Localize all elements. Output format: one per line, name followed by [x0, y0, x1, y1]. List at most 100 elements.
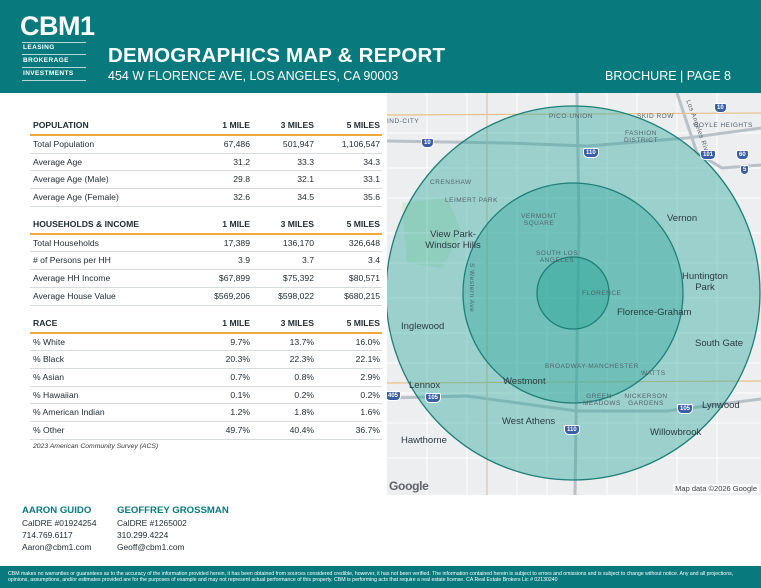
street-grid: [387, 93, 761, 495]
map-label: Florence-Graham: [617, 307, 692, 318]
map-label: Lynwood: [702, 400, 740, 411]
table-row: Average Age (Female) 32.6 34.5 35.6: [30, 189, 382, 207]
logo-divider: [22, 42, 86, 43]
page-label: BROCHURE | PAGE 8: [605, 69, 731, 83]
value-5-miles: 36.7%: [355, 424, 380, 435]
map-label: LEIMERT PARK: [445, 197, 498, 204]
table-row: Total Population 67,486 501,947 1,106,547: [30, 136, 382, 154]
map-label: PICO-UNION: [549, 113, 593, 120]
value-1-mile: $67,899: [218, 273, 250, 284]
map-label: View Park-Windsor Hills: [425, 229, 481, 251]
column-header-5-miles: 5 MILES: [346, 317, 380, 328]
value-1-mile: 29.8: [233, 174, 250, 185]
value-5-miles: 326,648: [348, 237, 380, 248]
contact-name: AARON GUIDO: [22, 505, 92, 516]
value-3-miles: 501,947: [282, 139, 314, 149]
value-5-miles: 33.1: [363, 174, 380, 185]
highway-shield: 110: [583, 148, 599, 158]
table-row: % Asian 0.7% 0.8% 2.9%: [30, 369, 382, 387]
value-1-mile: 9.7%: [230, 336, 250, 347]
map-label: West Athens: [502, 416, 556, 427]
table-row: Average Age (Male) 29.8 32.1 33.1: [30, 171, 382, 190]
value-3-miles: 0.2%: [294, 389, 314, 400]
footer-bar: CBM makes no warranties or guarantees as…: [0, 566, 761, 588]
table-heading: POPULATION: [33, 120, 89, 130]
contact-name: GEOFFREY GROSSMAN: [117, 505, 229, 516]
map-label: SKID ROW: [637, 113, 674, 120]
value-1-mile: 0.1%: [230, 389, 250, 400]
map-label: Westmont: [503, 376, 546, 387]
row-label: Total Households: [33, 237, 99, 248]
row-label: % Asian: [33, 371, 65, 382]
table-row: Total Households 17,389 136,170 326,648: [30, 235, 382, 253]
value-1-mile: 32.6: [233, 192, 250, 203]
row-label: Average Age (Female): [33, 192, 119, 203]
row-label: % Other: [33, 424, 65, 435]
contact-email[interactable]: Aaron@cbm1.com: [22, 542, 92, 553]
map-label: CRENSHAW: [430, 179, 472, 186]
value-5-miles: 22.1%: [355, 354, 380, 365]
households-income-table: HOUSEHOLDS & INCOME 1 MILE 3 MILES 5 MIL…: [30, 215, 382, 306]
column-header-3-miles: 3 MILES: [280, 120, 314, 130]
value-1-mile: 1.2%: [230, 407, 250, 418]
value-1-mile: 31.2: [233, 156, 250, 167]
value-3-miles: 22.3%: [289, 354, 314, 365]
page-title: DEMOGRAPHICS MAP & REPORT: [108, 44, 446, 67]
map-label: FASHION DISTRICT: [624, 130, 658, 144]
value-3-miles: 136,170: [282, 237, 314, 248]
value-1-mile: 3.9: [238, 255, 250, 266]
table-heading: RACE: [33, 317, 58, 328]
contact-license: CalDRE #01924254: [22, 518, 97, 528]
value-5-miles: 16.0%: [355, 336, 380, 347]
map-attribution[interactable]: Map data ©2026 Google: [673, 484, 759, 493]
google-logo: Google: [389, 479, 429, 493]
column-header-1-mile: 1 MILE: [222, 120, 250, 130]
column-header-3-miles: 3 MILES: [280, 218, 314, 229]
row-label: % Black: [33, 354, 65, 365]
column-header-1-mile: 1 MILE: [222, 218, 250, 229]
legal-disclaimer: CBM makes no warranties or guarantees as…: [8, 571, 734, 583]
table-row: % American Indian 1.2% 1.8% 1.6%: [30, 404, 382, 422]
value-3-miles: 3.7: [302, 255, 314, 266]
value-5-miles: $80,571: [348, 273, 380, 284]
value-5-miles: $680,215: [344, 290, 380, 301]
demographics-tables: POPULATION 1 MILE 3 MILES 5 MILES Total …: [30, 116, 382, 458]
contact-phone[interactable]: 310.299.4224: [117, 530, 169, 541]
table-row: Average Age 31.2 33.3 34.3: [30, 154, 382, 172]
value-1-mile: 0.7%: [230, 371, 250, 382]
highway-shield: 405: [387, 391, 402, 401]
map-label: IND-CITY: [387, 118, 420, 125]
race-table: RACE 1 MILE 3 MILES 5 MILES % White 9.7% 1…: [30, 314, 382, 450]
value-5-miles: 1,106,547: [341, 139, 380, 149]
logo-divider: [22, 54, 86, 55]
map-label: Lennox: [409, 380, 441, 391]
map-label: NICKERSON GARDENS: [624, 393, 668, 407]
map-label: BOYLE HEIGHTS: [694, 122, 753, 129]
column-header-1-mile: 1 MILE: [222, 317, 250, 328]
map-label: FLORENCE: [582, 290, 622, 297]
row-label: Average Age: [33, 156, 83, 167]
value-3-miles: $75,392: [282, 273, 314, 284]
highway-shield: 10: [421, 138, 434, 148]
highway-shield: 10: [714, 103, 727, 113]
radius-map[interactable]: IND-CITY PICO-UNION SKID ROW FASHION DIS…: [387, 93, 761, 495]
highway-shield: 105: [677, 404, 694, 414]
map-label: South Gate: [695, 338, 744, 349]
data-source-note: 2023 American Community Survey (ACS): [33, 442, 159, 450]
cbm1-logo: CBM1 LEASING BROKERAGE INVESTMENTS: [20, 12, 95, 84]
map-label: GREEN MEADOWS: [583, 393, 621, 407]
value-1-mile: 67,486: [223, 139, 250, 149]
contact-phone[interactable]: 714.769.6117: [22, 530, 73, 541]
row-label: Average House Value: [33, 290, 116, 301]
map-label: BROADWAY-MANCHESTER: [545, 363, 639, 370]
value-1-mile: $569,206: [214, 290, 250, 301]
value-5-miles: 35.6: [363, 192, 380, 203]
value-3-miles: 32.1: [297, 174, 314, 185]
contact-license: CalDRE #1265002: [117, 518, 187, 528]
contact-email[interactable]: Geoff@cbm1.com: [117, 542, 185, 553]
value-3-miles: 0.8%: [294, 371, 314, 382]
one-mile-radius-ring: [536, 256, 610, 330]
highway-shield: 110: [564, 425, 580, 435]
logo-divider: [22, 67, 86, 68]
logo-divider: [22, 80, 86, 81]
